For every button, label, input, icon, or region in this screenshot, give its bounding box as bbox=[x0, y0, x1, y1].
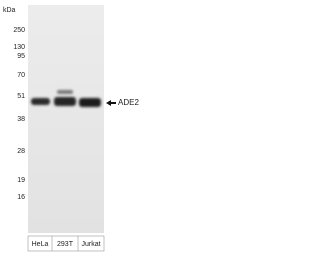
lane-label-box bbox=[27, 235, 105, 252]
arrow bbox=[106, 100, 116, 106]
western-blot-figure: 250 130 95 70 51 38 28 19 16 kDa ADE2 HeLa 293T Ju… bbox=[3, 5, 139, 252]
bands bbox=[31, 90, 101, 107]
lane-label: HeLa bbox=[32, 241, 49, 248]
lane-label: 293T bbox=[57, 241, 74, 248]
marker-label: 38 bbox=[17, 116, 25, 123]
band bbox=[54, 97, 76, 106]
marker-label: 250 bbox=[13, 27, 25, 34]
lane-label: Jurkat bbox=[81, 241, 100, 248]
band bbox=[57, 90, 73, 94]
band-label: ADE2 bbox=[118, 98, 139, 107]
marker-label: 95 bbox=[17, 53, 25, 60]
band bbox=[79, 98, 101, 107]
band bbox=[31, 98, 50, 105]
marker-label: 130 bbox=[13, 44, 25, 51]
marker-label: 28 bbox=[17, 148, 25, 155]
lane-labels: HeLa 293T Jurkat bbox=[32, 241, 101, 248]
kda-label: kDa bbox=[3, 7, 16, 14]
marker-label: 16 bbox=[17, 194, 25, 201]
marker-label: 51 bbox=[17, 93, 25, 100]
markers: 250 130 95 70 51 38 28 19 16 bbox=[13, 27, 25, 201]
blot-membrane bbox=[28, 5, 104, 233]
marker-label: 19 bbox=[17, 177, 25, 184]
marker-label: 70 bbox=[17, 72, 25, 79]
